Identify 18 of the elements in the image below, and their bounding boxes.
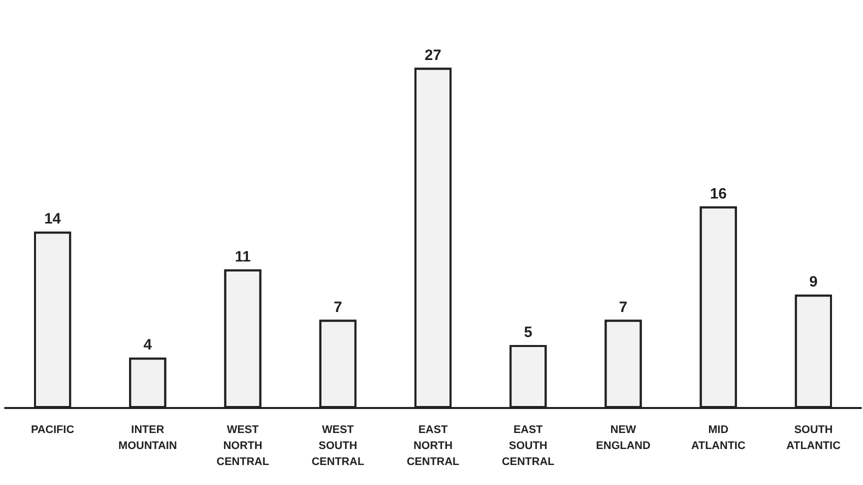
- data-label: 7: [619, 298, 628, 316]
- x-tick-label: EAST SOUTH CENTRAL: [502, 424, 555, 468]
- data-label: 27: [424, 46, 442, 64]
- data-label: 7: [334, 298, 342, 316]
- x-tick-label: WEST NORTH CENTRAL: [216, 424, 270, 468]
- data-label: 11: [234, 248, 251, 266]
- x-tick-label: NEW ENGLAND: [596, 424, 650, 452]
- x-tick-label: EAST NORTH CENTRAL: [406, 424, 460, 468]
- data-label: 14: [44, 210, 62, 228]
- data-label: 5: [524, 324, 532, 341]
- data-label: 4: [143, 336, 152, 354]
- x-tick-label: INTER MOUNTAIN: [118, 424, 177, 452]
- x-tick-label: PACIFIC: [30, 424, 74, 436]
- x-tick-label: SOUTH ATLANTIC: [786, 424, 841, 452]
- x-tick-label: WEST SOUTH CENTRAL: [312, 424, 364, 468]
- x-tick-label: MID ATLANTIC: [691, 424, 746, 452]
- data-label: 9: [809, 274, 818, 291]
- data-label: 16: [710, 185, 727, 202]
